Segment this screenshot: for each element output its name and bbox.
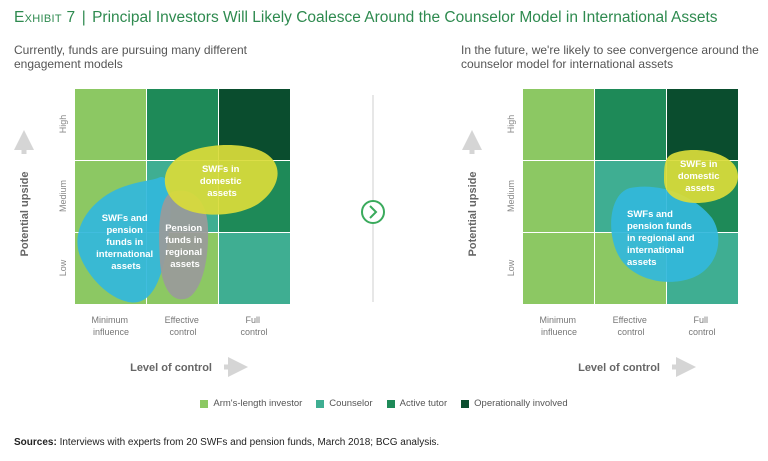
left-panel-subtitle: Currently, funds are pursuing many diffe… [14, 43, 248, 71]
legend: Arm's-length investor Counselor Active t… [0, 398, 768, 409]
right-y-axis-label: Potential upside [467, 172, 479, 257]
left-grid: SWFs and pension funds in international … [14, 89, 290, 377]
left-y-axis-label: Potential upside [19, 172, 31, 257]
left-xtick-min: Minimum influence [91, 315, 130, 337]
right-cell-high-eff [595, 89, 666, 160]
legend-item-active-tutor: Active tutor [386, 398, 448, 409]
right-panel-subtitle: In the future, we're likely to see conve… [461, 43, 759, 71]
right-grid: SWFs and pension funds in regional and i… [462, 89, 738, 377]
legend-swatch-arms-length [200, 399, 209, 408]
left-cell-low-full [219, 233, 290, 304]
legend-label-operational: Operationally involved [474, 398, 568, 409]
left-blob-regional-label: Pension funds in regional assets [165, 223, 205, 270]
right-cell-high-full [667, 89, 738, 160]
right-ytick-low: Low [506, 259, 516, 276]
left-blob-domestic-label: SWFs in domestic assets [200, 164, 244, 199]
left-ytick-high: High [58, 115, 68, 134]
right-cell-med-min [523, 161, 594, 232]
right-blob-pension-label: SWFs and pension funds in regional and i… [627, 209, 697, 268]
legend-swatch-counselor [316, 399, 325, 408]
left-blob-regional [159, 190, 209, 300]
left-ytick-low: Low [58, 259, 68, 276]
left-blob-intl-label: SWFs and pension funds in international … [96, 213, 156, 272]
exhibit-number: Exhibit 7 [14, 9, 76, 26]
legend-label-arms-length: Arm's-length investor [213, 398, 303, 409]
right-xtick-min: Minimum influence [539, 315, 578, 337]
legend-item-arms-length: Arm's-length investor [200, 398, 302, 409]
left-ytick-medium: Medium [58, 180, 68, 212]
left-xtick-full: Full control [240, 315, 267, 337]
right-xtick-eff: Effective control [613, 315, 650, 337]
right-x-axis-label: Level of control [578, 362, 660, 374]
right-cell-high-min [523, 89, 594, 160]
legend-swatch-active-tutor [386, 399, 395, 408]
sources-text: Interviews with experts from 20 SWFs and… [59, 437, 440, 448]
left-x-axis-label: Level of control [130, 362, 212, 374]
exhibit-title-text: Principal Investors Will Likely Coalesce… [92, 9, 718, 26]
title-separator: | [81, 9, 86, 26]
sources-label: Sources: [14, 437, 57, 448]
legend-item-operational: Operationally involved [461, 398, 568, 409]
right-blob-domestic [664, 150, 738, 204]
left-blob-domestic [164, 144, 278, 215]
legend-item-counselor: Counselor [316, 398, 373, 409]
sources-note: Sources: Interviews with experts from 20… [14, 437, 439, 448]
next-arrow-icon [361, 200, 385, 224]
legend-label-counselor: Counselor [329, 398, 373, 409]
right-blob-pension [611, 186, 719, 282]
right-cell-low-min [523, 233, 594, 304]
left-blob-intl [77, 177, 171, 303]
right-ytick-high: High [506, 115, 516, 134]
exhibit-title: Exhibit 7 | Principal Investors Will Lik… [14, 9, 759, 27]
legend-label-active-tutor: Active tutor [399, 398, 448, 409]
right-ytick-medium: Medium [506, 180, 516, 212]
right-xtick-full: Full control [688, 315, 715, 337]
left-xtick-eff: Effective control [165, 315, 202, 337]
left-cell-high-min [75, 89, 146, 160]
right-blob-domestic-label: SWFs in domestic assets [678, 159, 722, 194]
legend-swatch-operational [461, 399, 470, 408]
